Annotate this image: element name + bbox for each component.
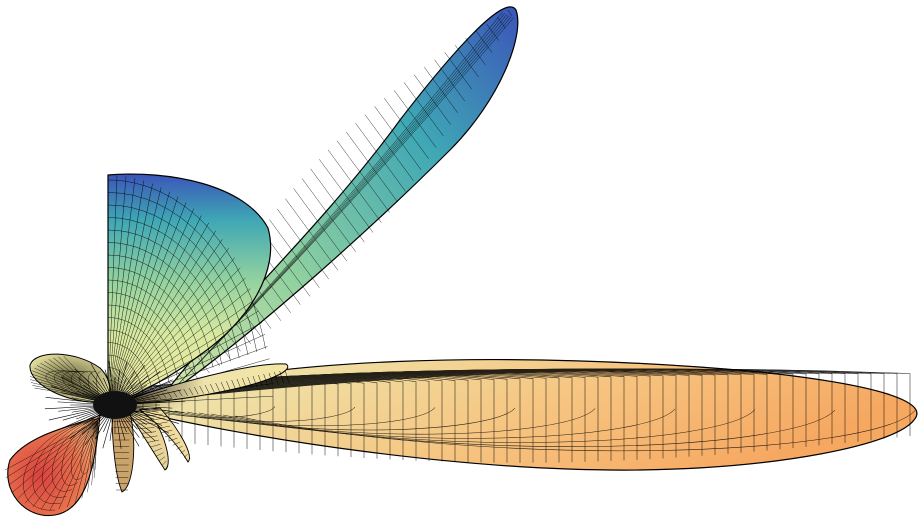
center-hub [44, 361, 186, 449]
upper-left-lobe [29, 353, 111, 403]
lower-left-lobe [4, 414, 101, 517]
vertical-quarter-lobe [107, 173, 273, 406]
thin-middle-lobe [119, 363, 290, 404]
